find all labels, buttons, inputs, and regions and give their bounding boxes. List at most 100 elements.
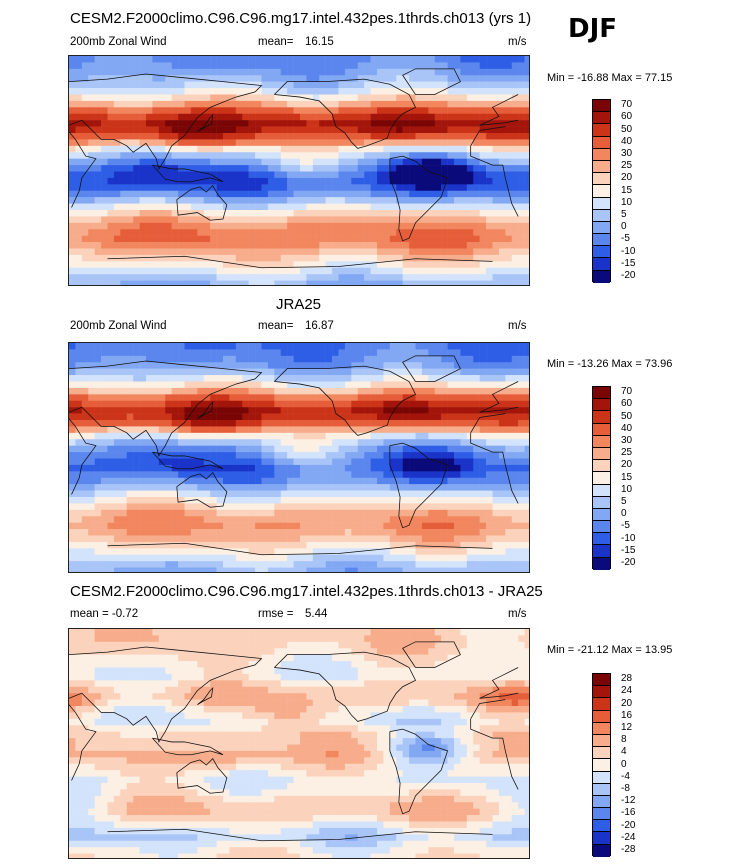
field-cell <box>479 152 487 159</box>
field-cell <box>158 420 166 427</box>
field-cell <box>473 490 480 498</box>
field-cell <box>235 432 243 440</box>
field-cell <box>190 394 198 402</box>
field-cell <box>498 343 506 350</box>
field-cell <box>223 88 230 95</box>
field-cell <box>460 541 468 549</box>
field-cell <box>332 203 339 211</box>
field-cell <box>460 139 468 147</box>
field-cell <box>248 407 256 414</box>
field-cell <box>389 229 397 236</box>
field-cell <box>101 165 108 172</box>
field-cell <box>210 458 217 466</box>
field-cell <box>357 529 365 536</box>
field-cell <box>389 541 397 549</box>
field-cell <box>81 529 89 536</box>
field-cell <box>267 368 275 376</box>
field-cell <box>511 426 519 434</box>
field-cell <box>107 484 115 491</box>
field-cell <box>274 400 282 408</box>
field-cell <box>107 133 115 140</box>
field-cell <box>75 452 83 459</box>
field-cell <box>107 400 115 408</box>
field-cell <box>518 62 525 70</box>
field-cell <box>133 235 140 243</box>
field-cell <box>454 541 461 549</box>
field-cell <box>280 235 288 243</box>
field-cell <box>421 349 429 357</box>
field-cell <box>428 516 436 523</box>
field-cell <box>248 261 256 269</box>
field-cell <box>203 113 211 121</box>
field-cell <box>351 100 359 108</box>
field-cell <box>447 197 455 204</box>
field-cell <box>300 503 307 511</box>
field-cell <box>165 387 172 395</box>
field-cell <box>203 177 211 185</box>
field-cell <box>203 400 211 408</box>
field-cell <box>473 439 480 446</box>
field-cell <box>126 210 134 217</box>
field-cell <box>498 522 506 530</box>
field-cell <box>518 426 525 434</box>
field-cell <box>139 490 147 498</box>
field-cell <box>81 541 89 549</box>
field-cell <box>280 133 288 140</box>
field-cell <box>370 261 378 269</box>
field-cell <box>165 171 172 179</box>
field-cell <box>383 216 391 224</box>
field-cell <box>216 439 224 446</box>
field-cell <box>518 126 525 134</box>
field-cell <box>229 107 237 115</box>
field-cell <box>434 529 442 536</box>
field-cell <box>267 503 275 511</box>
field-cell <box>518 280 525 285</box>
field-cell <box>223 497 230 504</box>
field-cell <box>178 62 185 70</box>
field-cell <box>492 420 500 427</box>
field-cell <box>261 509 269 517</box>
field-cell <box>255 280 262 285</box>
field-cell <box>351 107 359 115</box>
field-cell <box>146 184 153 192</box>
field-cell <box>332 152 339 159</box>
field-cell <box>447 177 455 185</box>
field-cell <box>332 381 339 389</box>
field-cell <box>178 152 185 159</box>
field-cell <box>511 190 519 198</box>
field-cell <box>492 56 500 63</box>
field-cell <box>434 145 442 153</box>
field-cell <box>383 420 391 427</box>
field-cell <box>113 81 121 89</box>
field-cell <box>486 394 493 402</box>
field-cell <box>319 464 326 472</box>
field-cell <box>178 254 185 262</box>
field-cell <box>184 197 192 204</box>
field-cell <box>261 235 269 243</box>
field-cell <box>255 242 262 249</box>
field-cell <box>287 368 294 376</box>
field-cell <box>139 280 147 285</box>
field-cell <box>428 126 436 134</box>
field-cell <box>223 400 230 408</box>
field-cell <box>248 94 256 102</box>
field-cell <box>223 368 230 376</box>
field-cell <box>473 280 480 285</box>
field-cell <box>434 490 442 498</box>
field-cell <box>280 190 288 198</box>
field-cell <box>152 471 160 479</box>
field-cell <box>216 490 224 498</box>
field-cell <box>332 387 339 395</box>
field-cell <box>434 94 442 102</box>
field-cell <box>223 94 230 102</box>
field-cell <box>344 516 352 523</box>
field-cell <box>88 171 95 179</box>
field-cell <box>344 381 352 389</box>
field-cell <box>511 432 519 440</box>
field-cell <box>319 343 326 350</box>
field-cell <box>267 235 275 243</box>
field-cell <box>216 267 224 275</box>
field-cell <box>287 81 294 89</box>
field-cell <box>229 133 237 140</box>
field-cell <box>332 394 339 402</box>
